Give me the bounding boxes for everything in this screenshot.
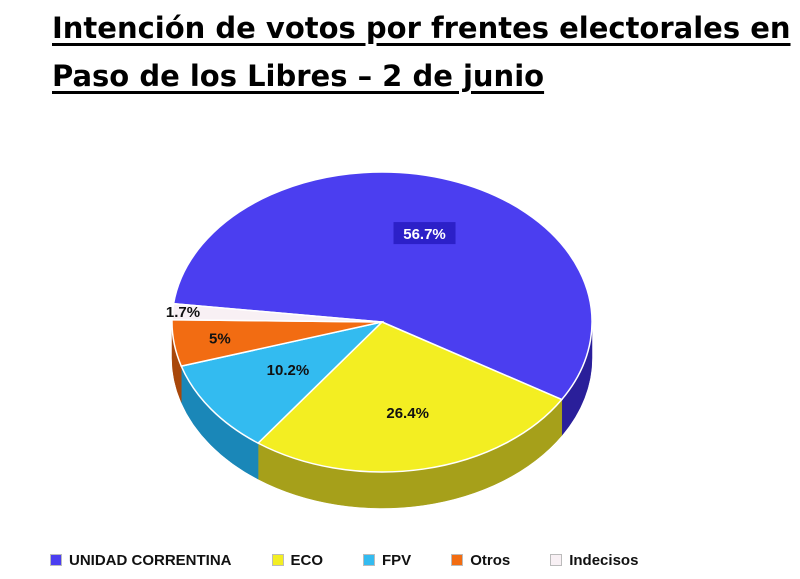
chart-title: Intención de votos por frentes electoral… — [52, 4, 792, 100]
pie-slice-indecisos — [171, 302, 383, 323]
data-label-fpv: 10.2% — [267, 362, 310, 379]
title-line-2: Paso de los Libres – 2 de junio — [52, 59, 545, 93]
legend-item-unidad-correntina: UNIDAD CORRENTINA — [50, 552, 232, 569]
chart-legend: UNIDAD CORRENTINA ECO FPV Otros Indecisos — [50, 548, 770, 572]
title-line-1: Intención de votos por frentes electoral… — [52, 11, 791, 45]
data-label-otros: 5% — [209, 331, 231, 348]
data-label-bg-unidad-correntina — [393, 222, 456, 245]
legend-label-eco: ECO — [290, 551, 324, 569]
legend-swatch-otros — [451, 554, 464, 566]
legend-swatch-unidad-correntina — [50, 554, 62, 566]
pie-slice-fpv — [180, 320, 385, 445]
data-label-eco: 26.4% — [386, 405, 429, 422]
legend-label-fpv: FPV — [382, 551, 412, 569]
legend-label-indecisos: Indecisos — [569, 551, 639, 569]
legend-item-indecisos: Indecisos — [550, 552, 638, 569]
legend-swatch-fpv — [363, 554, 376, 566]
legend-label-unidad-correntina: UNIDAD CORRENTINA — [69, 551, 232, 569]
legend-item-otros: Otros — [451, 552, 510, 569]
data-label-indecisos: 1.7% — [166, 304, 200, 321]
legend-swatch-eco — [271, 554, 284, 566]
pie-slice-unidad-correntina — [172, 171, 593, 401]
legend-item-eco: ECO — [271, 551, 324, 569]
legend-swatch-indecisos — [550, 554, 563, 566]
data-label-unidad-correntina: 56.7% — [403, 226, 446, 243]
legend-label-otros: Otros — [470, 551, 511, 569]
pie-slice-eco — [256, 321, 564, 473]
legend-item-fpv: FPV — [363, 552, 411, 569]
